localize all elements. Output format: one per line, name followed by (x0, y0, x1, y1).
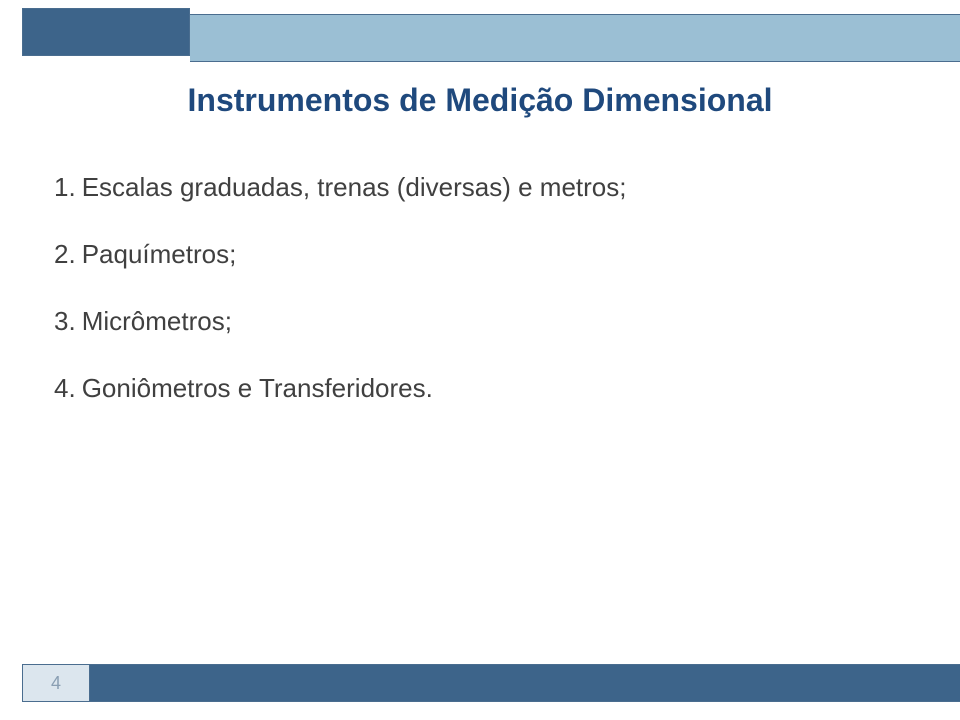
list-item: 2.Paquímetros; (54, 239, 920, 270)
header-accent-right (190, 14, 960, 62)
list-item: 1.Escalas graduadas, trenas (diversas) e… (54, 172, 920, 203)
list-item-num: 2. (54, 239, 76, 269)
list-item-text: Escalas graduadas, trenas (diversas) e m… (82, 172, 627, 202)
page-number: 4 (51, 673, 61, 694)
list-item-text: Micrômetros; (82, 306, 232, 336)
list-item-text: Goniômetros e Transferidores. (82, 373, 433, 403)
footer-accent-left: 4 (22, 664, 90, 702)
list-item: 4.Goniômetros e Transferidores. (54, 373, 920, 404)
header-accent-left (22, 8, 190, 56)
footer-accent-right (90, 664, 960, 702)
list-item-num: 1. (54, 172, 76, 202)
slide-title: Instrumentos de Medição Dimensional (0, 82, 960, 119)
slide: Instrumentos de Medição Dimensional 1.Es… (0, 0, 960, 720)
slide-content: 1.Escalas graduadas, trenas (diversas) e… (54, 172, 920, 440)
list-item-num: 3. (54, 306, 76, 336)
list-item-text: Paquímetros; (82, 239, 237, 269)
list-item: 3.Micrômetros; (54, 306, 920, 337)
list-item-num: 4. (54, 373, 76, 403)
